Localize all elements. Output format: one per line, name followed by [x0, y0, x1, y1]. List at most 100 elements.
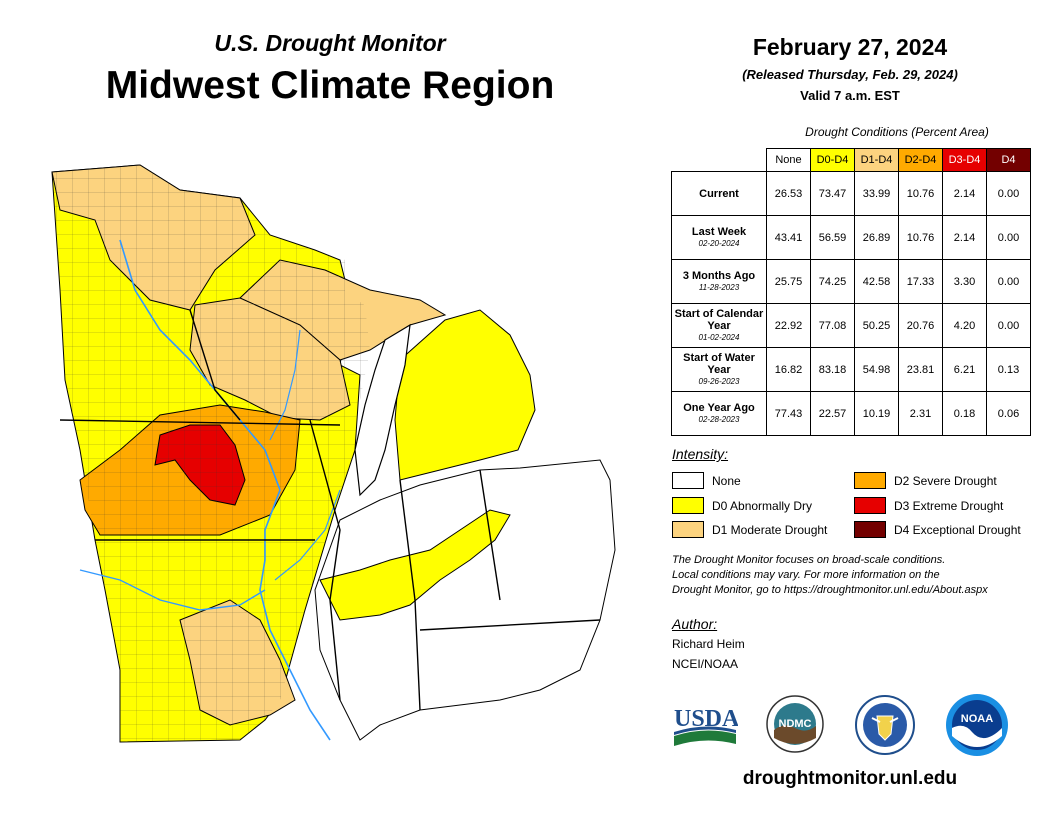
table-row: One Year Ago 02-28-2023 77.43 22.57 10.19 2.3… [671, 391, 1031, 436]
table-row: Current 26.53 73.47 33.99 10.76 2.14 0.00 [671, 171, 1031, 216]
col-none: None [766, 148, 811, 172]
mississippi-river [119, 239, 331, 741]
col-d0-d4: D0-D4 [810, 148, 855, 172]
valid-time: Valid 7 a.m. EST [800, 88, 900, 103]
row-label-text: 3 Months Ago [682, 269, 756, 282]
legend-swatch-d1 [672, 521, 704, 538]
wisconsin-river [269, 329, 301, 441]
table-cell: 22.57 [810, 391, 855, 436]
table-cell: 22.92 [766, 303, 811, 348]
website-url[interactable]: droughtmonitor.unl.edu [742, 768, 958, 789]
legend-item-d0: D0 Abnormally Dry [672, 497, 812, 514]
ndmc-logo-icon: NDMC [766, 695, 824, 753]
region-none-east [314, 459, 616, 741]
table-cell: 83.18 [810, 347, 855, 392]
table-cell: 6.21 [942, 347, 987, 392]
table-cell: 0.00 [986, 171, 1031, 216]
region-d0-indiana-ohio [319, 509, 511, 621]
legend-swatch-d0 [672, 497, 704, 514]
author-name: Richard Heim [672, 637, 745, 651]
row-date: 02-20-2024 [698, 238, 740, 248]
row-label: Current [671, 171, 767, 216]
legend-label-none: None [712, 473, 741, 488]
legend-swatch-d4 [854, 521, 886, 538]
legend-label-d2: D2 Severe Drought [894, 473, 997, 488]
legend-item-d2: D2 Severe Drought [854, 472, 997, 489]
row-label: Last Week 02-20-2024 [671, 215, 767, 260]
missouri-river [79, 569, 266, 611]
row-date: 11-28-2023 [698, 282, 740, 292]
table-cell: 0.00 [986, 215, 1031, 260]
table-cell: 17.33 [898, 259, 943, 304]
legend-item-d3: D3 Extreme Drought [854, 497, 1003, 514]
row-label-text: Current [699, 187, 739, 200]
row-label: 3 Months Ago 11-28-2023 [671, 259, 767, 304]
lake-michigan [354, 323, 411, 497]
table-cell: 4.20 [942, 303, 987, 348]
table-cell: 10.76 [898, 215, 943, 260]
note-line-3: Drought Monitor, go to https://droughtmo… [672, 584, 988, 596]
disclaimer-note: The Drought Monitor focuses on broad-sca… [672, 553, 1042, 598]
legend-label-d1: D1 Moderate Drought [712, 522, 828, 537]
table-cell: 10.76 [898, 171, 943, 216]
col-d4: D4 [986, 148, 1031, 172]
row-label: One Year Ago 02-28-2023 [671, 391, 767, 436]
table-cell: 2.31 [898, 391, 943, 436]
table-cell: 56.59 [810, 215, 855, 260]
table-cell: 0.06 [986, 391, 1031, 436]
table-cell: 43.41 [766, 215, 811, 260]
row-label-text: Start of Calendar Year [674, 307, 764, 332]
map-title: Midwest Climate Region [105, 64, 555, 107]
drought-table: None D0-D4 D1-D4 D2-D4 D3-D4 D4 Current 2… [671, 148, 1031, 436]
ndmc-logo-text: NDMC [779, 718, 812, 730]
map-date: February 27, 2024 [752, 34, 948, 60]
table-cell: 25.75 [766, 259, 811, 304]
legend-label-d4: D4 Exceptional Drought [894, 522, 1021, 537]
row-label: Start of Calendar Year 01-02-2024 [671, 303, 767, 348]
table-cell: 10.19 [854, 391, 899, 436]
col-d3-d4: D3-D4 [942, 148, 987, 172]
table-cell: 26.53 [766, 171, 811, 216]
author-org: NCEI/NOAA [672, 657, 739, 671]
table-cell: 77.43 [766, 391, 811, 436]
table-row: 3 Months Ago 11-28-2023 25.75 74.25 42.58 17.… [671, 259, 1031, 304]
table-cell: 77.08 [810, 303, 855, 348]
legend-item-d1: D1 Moderate Drought [672, 521, 827, 538]
legend-swatch-none [672, 472, 704, 489]
table-cell: 3.30 [942, 259, 987, 304]
table-row: Start of Water Year 09-26-2023 16.82 83.18 5… [671, 347, 1031, 392]
table-corner [671, 148, 767, 172]
row-label-text: Last Week [691, 225, 747, 238]
row-label-text: Start of Water Year [683, 351, 755, 376]
region-d0-michigan [394, 309, 536, 481]
legend-item-d4: D4 Exceptional Drought [854, 521, 1021, 538]
author-label: Author: [672, 616, 718, 632]
table-caption: Drought Conditions (Percent Area) [805, 125, 989, 139]
legend-item-none: None [672, 472, 741, 489]
table-cell: 16.82 [766, 347, 811, 392]
row-label: Start of Water Year 09-26-2023 [671, 347, 767, 392]
legend-label-d0: D0 Abnormally Dry [712, 498, 813, 513]
table-cell: 73.47 [810, 171, 855, 216]
table-cell: 42.58 [854, 259, 899, 304]
legend-swatch-d2 [854, 472, 886, 489]
commerce-seal-icon [855, 695, 915, 755]
row-label-text: One Year Ago [683, 401, 755, 414]
table-cell: 2.14 [942, 171, 987, 216]
col-d1-d4: D1-D4 [854, 148, 899, 172]
row-date: 02-28-2023 [698, 414, 740, 424]
table-cell: 50.25 [854, 303, 899, 348]
table-cell: 0.00 [986, 259, 1031, 304]
table-cell: 0.00 [986, 303, 1031, 348]
table-cell: 23.81 [898, 347, 943, 392]
map-subtitle: U.S. Drought Monitor [214, 30, 446, 56]
usda-logo-icon: USDA [674, 706, 738, 746]
legend-swatch-d3 [854, 497, 886, 514]
noaa-logo-icon: NOAA [946, 694, 1008, 756]
row-date: 09-26-2023 [698, 376, 740, 386]
row-date: 01-02-2024 [698, 332, 740, 342]
state-boundaries [59, 309, 601, 711]
drought-map [51, 164, 616, 743]
table-row: Last Week 02-20-2024 43.41 56.59 26.89 10.76 2… [671, 215, 1031, 260]
table-cell: 0.18 [942, 391, 987, 436]
